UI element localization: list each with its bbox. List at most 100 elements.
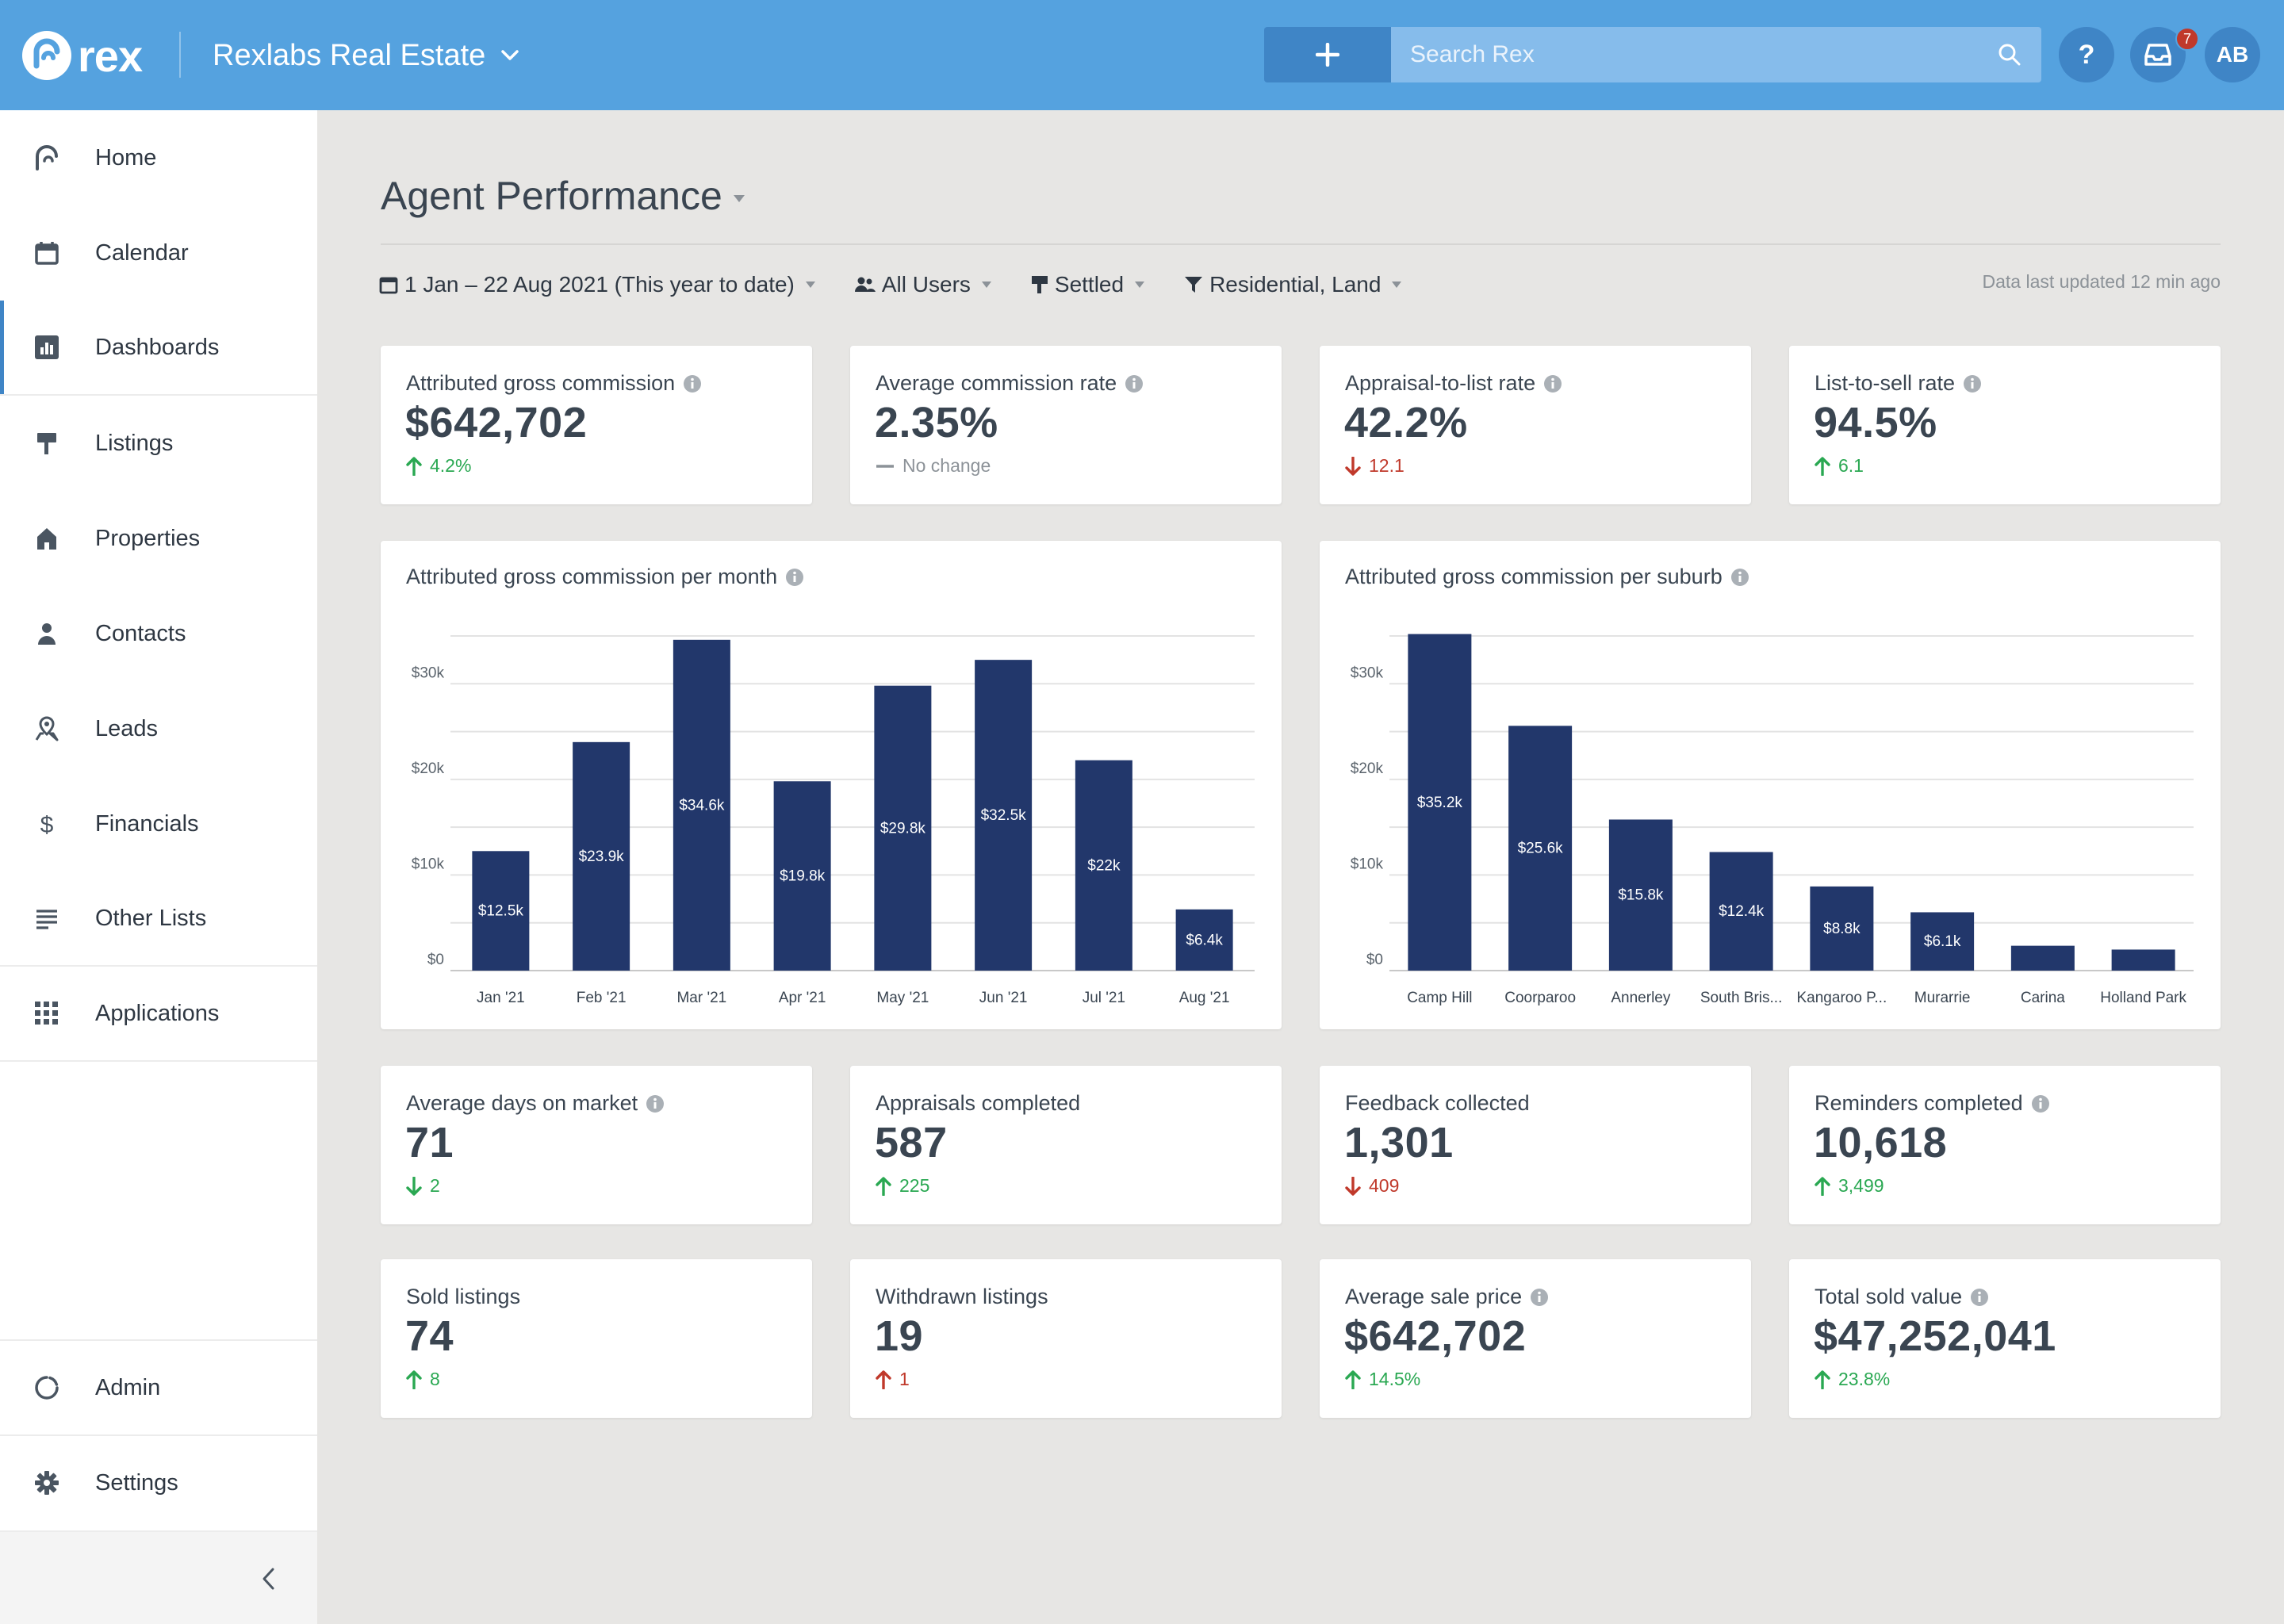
sidebar-item-calendar[interactable]: Calendar bbox=[0, 205, 317, 301]
kpi-label: Withdrawn listings bbox=[876, 1285, 1048, 1309]
bar-data-label: $6.4k bbox=[1186, 932, 1223, 948]
kpi-card[interactable]: Average commission rate 2.35% No change bbox=[850, 346, 1282, 504]
bar[interactable] bbox=[1075, 760, 1132, 971]
bar[interactable] bbox=[874, 685, 932, 971]
kpi-card[interactable]: Withdrawn listings 19 1 bbox=[850, 1259, 1282, 1418]
kpi-card[interactable]: Appraisals completed 587 225 bbox=[850, 1066, 1282, 1224]
bar-data-label: $12.4k bbox=[1719, 903, 1765, 920]
kpi-value: 587 bbox=[875, 1119, 948, 1166]
kpi-value: 2.35% bbox=[875, 399, 998, 446]
filter-bar: 1 Jan – 22 Aug 2021 (This year to date) … bbox=[379, 268, 1441, 301]
y-tick-label: $10k bbox=[1351, 856, 1384, 872]
inbox-icon bbox=[2144, 44, 2171, 66]
sidebar-item-admin[interactable]: Admin bbox=[0, 1339, 317, 1434]
sidebar-item-contacts[interactable]: Contacts bbox=[0, 586, 317, 681]
sidebar-item-properties[interactable]: Properties bbox=[0, 491, 317, 586]
bar-data-label: $29.8k bbox=[880, 820, 926, 837]
bar[interactable] bbox=[773, 781, 831, 971]
bar[interactable] bbox=[1408, 634, 1472, 971]
kpi-card[interactable]: List-to-sell rate 94.5% 6.1 bbox=[1789, 346, 2221, 504]
sign-post-icon bbox=[1031, 275, 1048, 294]
bar-data-label: $23.9k bbox=[579, 848, 625, 865]
bar-data-label: $15.8k bbox=[1618, 887, 1664, 904]
sidebar-footer bbox=[0, 1530, 317, 1624]
sidebar-item-home[interactable]: Home bbox=[0, 110, 317, 205]
kpi-value: $642,702 bbox=[405, 399, 588, 446]
bar[interactable] bbox=[573, 741, 630, 971]
data-updated-text: Data last updated 12 min ago bbox=[1982, 271, 2221, 292]
kpi-card[interactable]: Feedback collected 1,301 409 bbox=[1320, 1066, 1751, 1224]
help-button[interactable]: ? bbox=[2059, 27, 2114, 82]
bar[interactable] bbox=[1508, 726, 1573, 971]
kpi-card[interactable]: Sold listings 74 8 bbox=[381, 1259, 812, 1418]
top-bar: rex Rexlabs Real Estate ? 7 AB bbox=[0, 0, 2284, 110]
bar[interactable] bbox=[2010, 945, 2075, 971]
sidebar-item-label: Applications bbox=[95, 1000, 220, 1026]
info-icon[interactable] bbox=[1125, 374, 1144, 393]
sidebar-item-listings[interactable]: Listings bbox=[0, 396, 317, 491]
kpi-card[interactable]: Average days on market 71 2 bbox=[381, 1066, 812, 1224]
bar[interactable] bbox=[975, 660, 1033, 971]
house-icon bbox=[32, 523, 62, 553]
arrow-down-icon bbox=[1345, 456, 1361, 476]
kpi-label: Average commission rate bbox=[876, 371, 1144, 396]
kpi-card[interactable]: Average sale price $642,702 14.5% bbox=[1320, 1259, 1751, 1418]
search-icon[interactable] bbox=[1978, 27, 2041, 82]
info-icon[interactable] bbox=[1970, 1288, 1989, 1307]
rex-logo[interactable]: rex bbox=[22, 31, 143, 81]
kpi-delta-text: No change bbox=[902, 455, 991, 476]
sidebar-item-applications[interactable]: Applications bbox=[0, 967, 317, 1062]
bar[interactable] bbox=[673, 639, 730, 971]
page-title[interactable]: Agent Performance bbox=[381, 170, 745, 221]
info-icon[interactable] bbox=[2031, 1094, 2050, 1113]
info-icon[interactable] bbox=[1730, 568, 1749, 587]
x-tick-label: Camp Hill bbox=[1407, 990, 1472, 1006]
kpi-card[interactable]: Total sold value $47,252,041 23.8% bbox=[1789, 1259, 2221, 1418]
y-tick-label: $10k bbox=[412, 856, 445, 872]
bar[interactable] bbox=[1175, 909, 1233, 971]
bar[interactable] bbox=[472, 851, 530, 971]
kpi-label: Attributed gross commission bbox=[406, 371, 702, 396]
account-switcher[interactable]: Rexlabs Real Estate bbox=[213, 33, 519, 78]
kpi-card[interactable]: Appraisal-to-list rate 42.2% 12.1 bbox=[1320, 346, 1751, 504]
bar[interactable] bbox=[1810, 886, 1874, 971]
sidebar-item-settings[interactable]: Settings bbox=[0, 1434, 317, 1530]
info-icon[interactable] bbox=[1543, 374, 1562, 393]
date-range-filter[interactable]: 1 Jan – 22 Aug 2021 (This year to date) bbox=[379, 272, 815, 297]
sidebar-item-dashboards[interactable]: Dashboards bbox=[0, 301, 317, 396]
bar-data-label: $6.1k bbox=[1924, 933, 1961, 950]
user-avatar[interactable]: AB bbox=[2205, 27, 2260, 82]
type-filter-label: Residential, Land bbox=[1209, 272, 1382, 297]
x-tick-label: Coorparoo bbox=[1504, 990, 1576, 1006]
kpi-delta: 225 bbox=[876, 1175, 929, 1197]
type-filter[interactable]: Residential, Land bbox=[1184, 272, 1402, 297]
collapse-sidebar-button[interactable] bbox=[252, 1559, 284, 1599]
sidebar-item-financials[interactable]: $ Financials bbox=[0, 776, 317, 871]
info-icon[interactable] bbox=[646, 1094, 665, 1113]
bar[interactable] bbox=[2111, 949, 2175, 971]
bar[interactable] bbox=[1709, 852, 1773, 971]
x-tick-label: Feb '21 bbox=[577, 990, 627, 1006]
y-tick-label: $0 bbox=[427, 952, 444, 968]
search-input[interactable] bbox=[1391, 27, 1978, 82]
sidebar-item-label: Calendar bbox=[95, 239, 189, 266]
caret-down-icon bbox=[733, 194, 745, 202]
info-icon[interactable] bbox=[683, 374, 702, 393]
kpi-card[interactable]: Attributed gross commission $642,702 4.2% bbox=[381, 346, 812, 504]
status-filter[interactable]: Settled bbox=[1031, 272, 1145, 297]
kpi-value: 19 bbox=[875, 1312, 924, 1360]
sidebar-item-leads[interactable]: Leads bbox=[0, 681, 317, 776]
sign-post-icon bbox=[32, 428, 62, 458]
bar[interactable] bbox=[1910, 912, 1975, 971]
sidebar-item-other-lists[interactable]: Other Lists bbox=[0, 871, 317, 967]
add-button[interactable] bbox=[1264, 27, 1391, 82]
info-icon[interactable] bbox=[1530, 1288, 1549, 1307]
commission-per-month-chart-card: Attributed gross commission per month $0… bbox=[381, 541, 1282, 1029]
bar[interactable] bbox=[1608, 819, 1673, 971]
kpi-card[interactable]: Reminders completed 10,618 3,499 bbox=[1789, 1066, 2221, 1224]
info-icon[interactable] bbox=[785, 568, 804, 587]
users-filter[interactable]: All Users bbox=[854, 272, 991, 297]
title-divider bbox=[381, 243, 2221, 245]
x-tick-label: Murarrie bbox=[1914, 990, 1971, 1006]
info-icon[interactable] bbox=[1963, 374, 1982, 393]
